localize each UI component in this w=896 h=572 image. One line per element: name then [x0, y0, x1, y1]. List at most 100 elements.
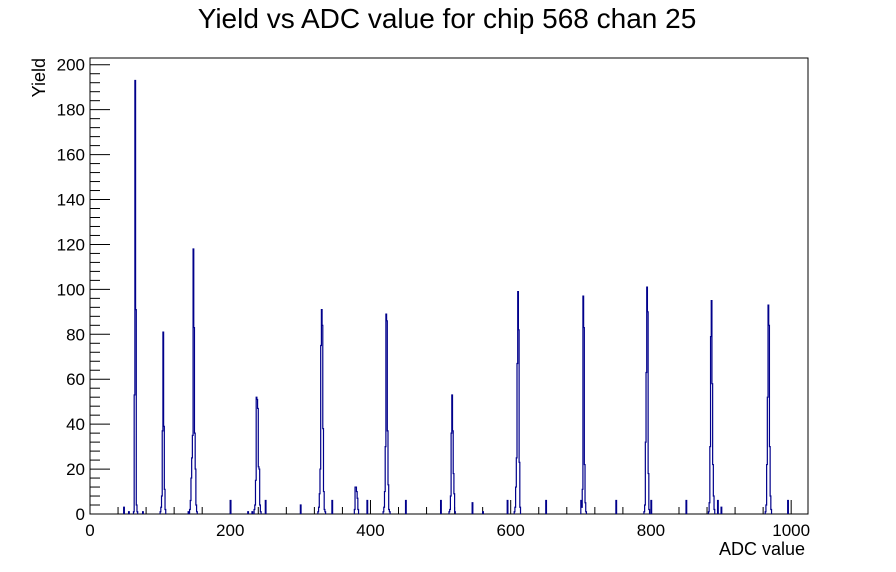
histogram-bin — [389, 510, 390, 514]
x-tick-label: 400 — [356, 521, 384, 540]
histogram-bin — [192, 458, 193, 514]
histogram-bin — [259, 469, 260, 514]
histogram-bin — [255, 505, 256, 514]
histogram-bin — [191, 478, 192, 514]
histogram-bin — [230, 501, 231, 514]
histogram-bin — [441, 501, 442, 514]
histogram-bin — [582, 507, 583, 514]
histogram-bin — [252, 512, 253, 514]
histogram-bin — [718, 501, 719, 514]
plot-frame — [89, 57, 809, 515]
histogram-bin — [768, 305, 769, 514]
histogram-bin — [647, 312, 648, 514]
histogram-bin — [387, 321, 388, 514]
histogram-bin — [584, 328, 585, 514]
histogram-bin — [124, 507, 125, 514]
histogram-bin — [320, 469, 321, 514]
histogram-bin — [644, 512, 645, 514]
histogram-bin — [163, 332, 164, 514]
histogram-bin — [192, 435, 193, 514]
histogram-bin — [646, 372, 647, 514]
histogram-bin — [645, 505, 646, 514]
y-tick-label: 0 — [76, 505, 85, 524]
histogram-bin — [770, 496, 771, 514]
histogram-bin — [256, 397, 257, 514]
histogram-bin — [516, 458, 517, 514]
histogram-bin — [248, 512, 249, 514]
histogram-bin — [514, 512, 515, 514]
x-tick-label: 200 — [216, 521, 244, 540]
histogram-bin — [164, 426, 165, 514]
histogram-bin — [616, 501, 617, 514]
histogram-bin — [355, 487, 356, 514]
histogram-bin — [354, 510, 355, 514]
histogram-bin — [196, 505, 197, 514]
histogram-bin — [788, 501, 789, 514]
histogram-bin — [254, 510, 255, 514]
histogram-bin — [453, 474, 454, 514]
histogram-bin — [406, 501, 407, 514]
y-tick-label: 40 — [66, 415, 85, 434]
histogram-series — [123, 79, 789, 514]
histogram-bin — [160, 512, 161, 514]
histogram-bin — [162, 431, 163, 514]
histogram-bin — [721, 507, 722, 514]
histogram-bin — [769, 447, 770, 514]
histogram-bin — [197, 512, 198, 514]
histogram-bin — [708, 512, 709, 514]
histogram-bin — [710, 447, 711, 514]
histogram-bin — [647, 287, 648, 514]
histogram-bin — [712, 384, 713, 514]
histogram-bin — [386, 314, 387, 514]
y-tick-label: 100 — [57, 280, 85, 299]
histogram-bin — [709, 503, 710, 514]
histogram-bin — [358, 510, 359, 514]
histogram-bin — [585, 503, 586, 514]
histogram-outline — [123, 79, 789, 514]
histogram-bin — [450, 496, 451, 514]
histogram-bin — [260, 505, 261, 514]
histogram-bin — [520, 507, 521, 514]
histogram-bin — [190, 501, 191, 514]
histogram-bin — [711, 301, 712, 514]
histogram-bin — [649, 510, 650, 514]
histogram-bin — [454, 494, 455, 514]
histogram-bin — [194, 328, 195, 514]
histogram-bin — [258, 467, 259, 514]
y-tick-label: 80 — [66, 325, 85, 344]
histogram-bin — [136, 505, 137, 514]
histogram-bin — [190, 510, 191, 514]
histogram-bin — [515, 507, 516, 514]
histogram-bin — [257, 399, 258, 514]
y-tick-label: 60 — [66, 370, 85, 389]
histogram-bin — [450, 510, 451, 514]
histogram-bin — [455, 512, 456, 514]
histogram-bin — [771, 510, 772, 514]
y-axis-title: Yield — [29, 58, 49, 97]
histogram-bin — [260, 512, 261, 514]
x-tick-label: 800 — [637, 521, 665, 540]
histogram-bin — [686, 501, 687, 514]
histogram-bin — [367, 501, 368, 514]
histogram-bin — [162, 496, 163, 514]
histogram-bin — [586, 512, 587, 514]
histogram-bin — [449, 512, 450, 514]
histogram-bin — [765, 512, 766, 514]
histogram-bin — [581, 501, 582, 514]
histogram-bin — [161, 507, 162, 514]
histogram-bin — [651, 501, 652, 514]
y-tick-label: 160 — [57, 146, 85, 165]
histogram-bin — [385, 447, 386, 514]
histogram-bin — [322, 325, 323, 514]
histogram-bin — [323, 429, 324, 514]
x-axis-title: ADC value — [719, 539, 805, 559]
histogram-bin — [713, 496, 714, 514]
histogram-bin — [325, 512, 326, 514]
y-tick-label: 120 — [57, 235, 85, 254]
histogram-bin — [714, 510, 715, 514]
histogram-bin — [384, 507, 385, 514]
histogram-bin — [357, 498, 358, 514]
histogram-bin — [255, 480, 256, 514]
histogram-bin — [258, 408, 259, 514]
